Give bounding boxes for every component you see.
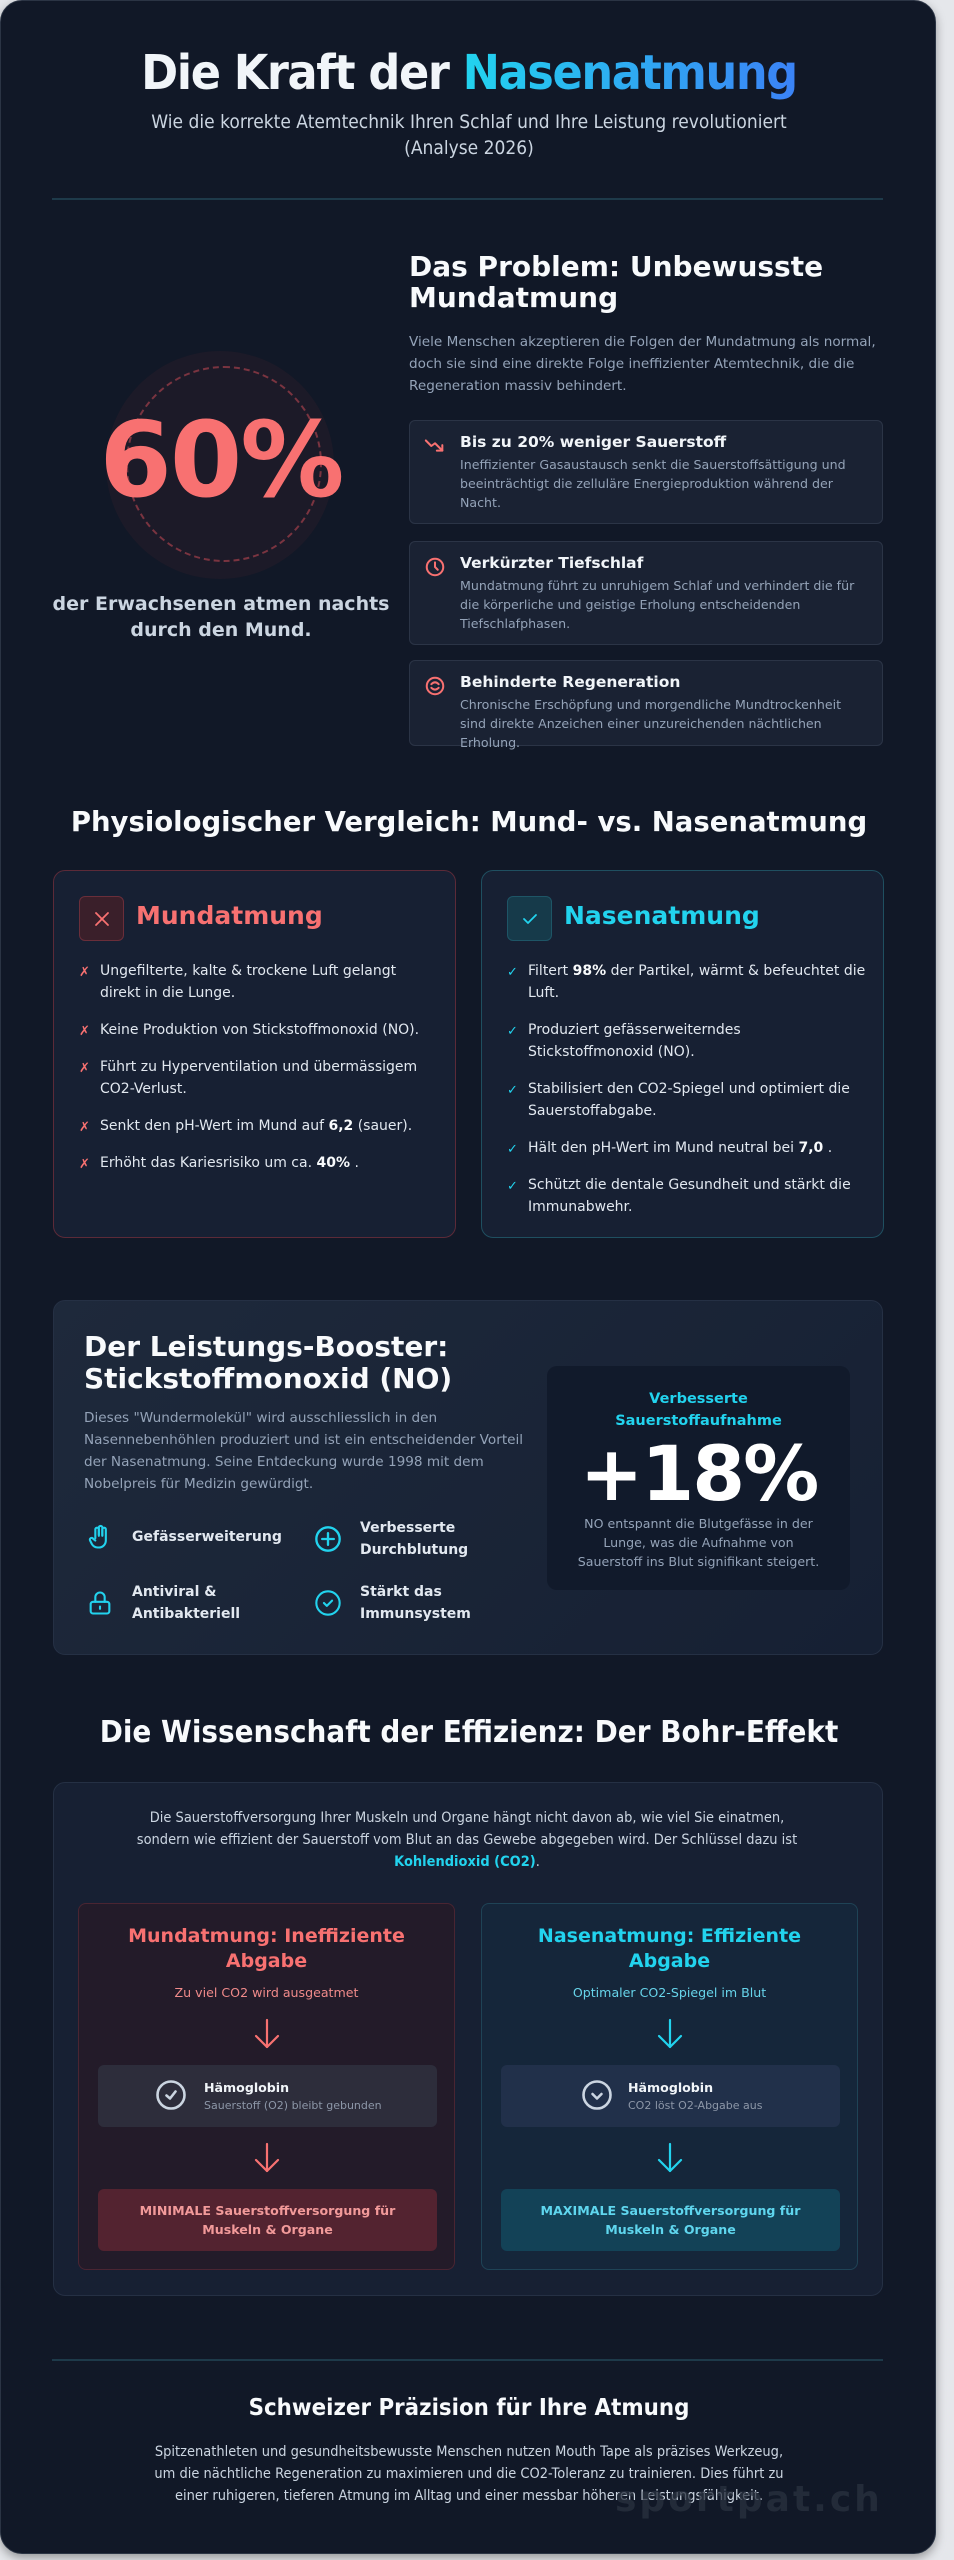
boost-label: Verbesserte Sauerstoffaufnahme [615,1391,782,1429]
flow-subtitle: Optimaler CO2-Spiegel im Blut [572,1985,767,2000]
list-item: ✓ Schützt die dentale Gesundheit und stär… [507,1177,851,1215]
item-title: Bis zu 20% weniger Sauerstoff [460,433,727,451]
booster-description: Dieses "Wundermolekül" wird ausschliessl… [84,1410,524,1492]
footer-title: Schweizer Präzision für Ihre Atmung [248,2395,690,2421]
checkmark-icon: ✓ [507,1024,518,1039]
problem-item: Verkürzter Tiefschlaf Mundatmung führt z… [409,541,883,645]
hemoglobin-box: Hämoglobin CO2 löst O2-Abgabe aus [501,2065,840,2127]
title-highlight: Nasenatmung [462,45,799,101]
stat-description: der Erwachsenen atmen nachts durch den M… [52,593,390,641]
footer-description: Spitzenathleten und gesundheitsbewusste … [154,2444,784,2504]
flow-title: Mundatmung: Ineffiziente Abgabe [128,1925,405,1972]
mouth-flow: Mundatmung: Ineffiziente Abgabe Zu viel … [78,1903,455,2270]
chevron-circle-icon [582,2080,612,2110]
stat-ring [126,366,322,562]
hemoglobin-title: Hämoglobin [628,2080,714,2095]
feature-item: Verbesserte Durchblutung [314,1517,514,1561]
list-item: ✗ Ungefilterte, kalte & trockene Luft gel… [79,963,397,1001]
nose-list: ✓ Filtert 98% der Partikel, wärmt & befeu… [507,960,867,1233]
list-item: ✓ Stabilisiert den CO2-Spiegel und optimi… [507,1081,850,1119]
cross-icon: ✗ [79,1024,90,1039]
list-item: ✗ Senkt den pH-Wert im Mund auf 6,2 (saue… [79,1115,439,1137]
lock-icon [89,1591,111,1615]
hemoglobin-desc: CO2 löst O2-Abgabe aus [628,2099,763,2112]
feature-item: Stärkt das Immunsystem [314,1581,514,1625]
arrow-down-icon [254,2018,279,2049]
hand-icon [88,1524,107,1549]
list-item: ✓ Produziert gefässerweiterndes Stickstof… [507,1022,741,1060]
feature-label: Verbesserte Durchblutung [360,1520,469,1558]
nose-flow: Nasenatmung: Effiziente Abgabe Optimaler… [481,1903,858,2270]
refresh-icon [425,676,445,696]
checkmark-icon: ✓ [507,1083,518,1098]
checkmark-icon: ✓ [507,965,518,980]
boost-stat-card [547,1366,850,1590]
co2-highlight: Kohlendioxid (CO2) [394,1854,536,1870]
comparison-title: Physiologischer Vergleich: Mund- vs. Nas… [70,806,868,838]
mouth-list: ✗ Ungefilterte, kalte & trockene Luft gel… [79,960,439,1189]
boost-description: NO entspannt die Blutgefässe in der Lung… [577,1516,820,1569]
item-title: Verkürzter Tiefschlaf [460,554,644,572]
bohr-title: Die Wissenschaft der Effizienz: Der Bohr… [99,1715,839,1750]
cross-icon: ✗ [79,1157,90,1172]
checkmark-icon: ✓ [507,1142,518,1157]
watermark: sportpat.ch [615,2479,883,2520]
booster-title: Der Leistungs-Booster: Stickstoffmonoxid… [84,1330,453,1395]
checkmark-icon: ✓ [507,1179,518,1194]
bohr-intro: Die Sauerstoffversorgung Ihrer Muskeln u… [136,1810,798,1870]
x-icon [79,896,124,941]
check-circle-icon [315,1590,341,1616]
hemoglobin-title: Hämoglobin [204,2080,290,2095]
clock-icon [425,557,445,577]
feature-item: Antiviral & Antibakteriell [86,1581,296,1625]
feature-label: Stärkt das Immunsystem [360,1584,471,1622]
cross-icon: ✗ [79,965,90,980]
check-circle-icon [156,2080,186,2110]
page-subtitle: Wie die korrekte Atemtechnik Ihren Schla… [151,111,787,159]
divider [52,2359,883,2361]
page-title: Die Kraft der Nasenatmung [34,45,904,101]
arrow-down-icon [657,2018,682,2049]
stat-value: 60% [99,399,345,521]
trending-down-icon [424,439,444,452]
nose-breathing-card: Nasenatmung ✓ Filtert 98% der Partikel, w… [481,870,884,1238]
hemoglobin-box: Hämoglobin Sauerstoff (O2) bleibt gebund… [98,2065,437,2127]
list-item: ✗ Keine Produktion von Stickstoffmonoxid … [79,1019,439,1041]
mouth-breathing-card: Mundatmung ✗ Ungefilterte, kalte & trocke… [53,870,456,1238]
problem-item: Behinderte Regeneration Chronische Ersch… [409,660,883,750]
problem-item: Bis zu 20% weniger Sauerstoff Ineffizien… [409,420,883,524]
infographic-card: Die Kraft der Nasenatmung Wie die korrek… [0,0,936,2554]
problem-intro: Viele Menschen akzeptieren die Folgen de… [409,334,876,394]
title-text: Die Kraft der [141,45,463,101]
feature-label: Antiviral & Antibakteriell [132,1584,241,1622]
check-icon [507,896,552,941]
flow-subtitle: Zu viel CO2 wird ausgeatmet [174,1985,359,2000]
flow-title: Nasenatmung: Effiziente Abgabe [537,1925,802,1972]
item-description: Ineffizienter Gasaustausch senkt die Sau… [460,457,846,510]
arrow-down-icon [657,2142,682,2173]
list-item: ✓ Hält den pH-Wert im Mund neutral bei 7,… [507,1137,867,1159]
list-item: ✗ Erhöht das Kariesrisiko um ca. 40% . [79,1152,439,1174]
list-item: ✗ Führt zu Hyperventilation und übermässi… [79,1059,418,1097]
nose-heading: Nasenatmung [564,901,760,930]
feature-label: Gefässerweiterung [132,1529,282,1545]
divider [52,198,883,200]
problem-title: Das Problem: Unbewusste Mundatmung [409,250,824,314]
list-item: ✓ Filtert 98% der Partikel, wärmt & befeu… [507,963,866,1001]
feature-item: Gefässerweiterung [86,1523,296,1551]
plus-circle-icon [315,1526,341,1552]
mouth-heading: Mundatmung [136,901,323,930]
hemoglobin-desc: Sauerstoff (O2) bleibt gebunden [204,2099,382,2112]
cross-icon: ✗ [79,1120,90,1135]
item-description: Chronische Erschöpfung und morgendliche … [460,697,842,750]
arrow-down-icon [254,2142,279,2173]
result-box: MAXIMALE Sauerstoffversorgung für Muskel… [501,2189,840,2251]
cross-icon: ✗ [79,1061,90,1076]
boost-value: +18% [579,1429,820,1518]
result-box: MINIMALE Sauerstoffversorgung für Muskel… [98,2189,437,2251]
item-description: Mundatmung führt zu unruhigem Schlaf und… [460,578,855,631]
item-title: Behinderte Regeneration [460,673,681,691]
